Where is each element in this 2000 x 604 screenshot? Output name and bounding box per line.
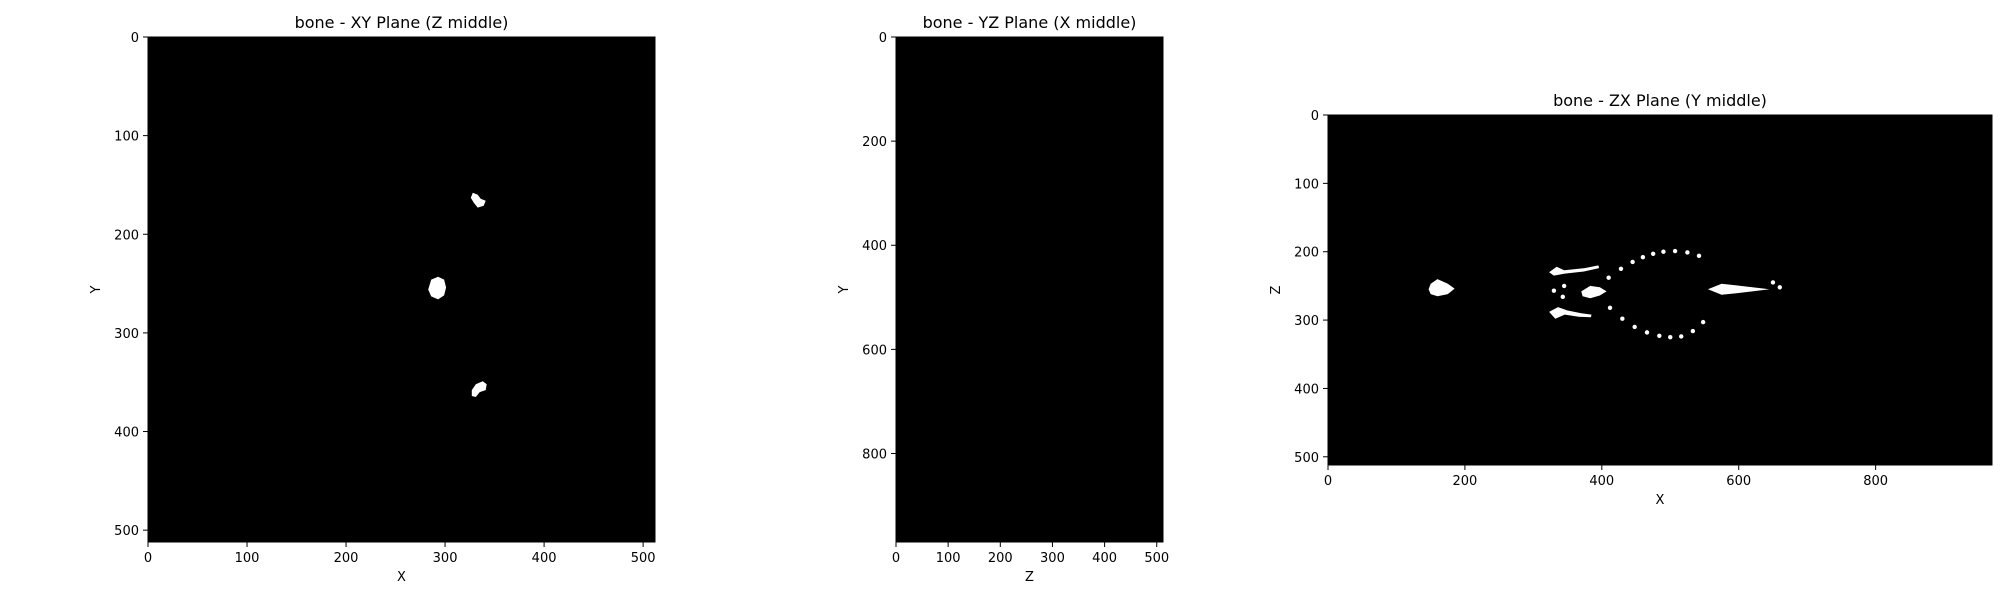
x-tick-label: 100 [235, 551, 260, 566]
chart-title: bone - YZ Plane (X middle) [923, 13, 1137, 32]
mask-dot [1770, 280, 1776, 285]
x-tick-label: 200 [1452, 474, 1477, 489]
panel-1: bone - XY Plane (Z middle) 0 100 200 300 400 5… [89, 13, 656, 585]
y-tick-label: 300 [1294, 314, 1319, 329]
y-axis-label: Y [837, 285, 852, 294]
chart-title: bone - ZX Plane (Y middle) [1553, 91, 1767, 110]
x-tick-label: 200 [988, 551, 1013, 566]
mask-dot [1777, 285, 1782, 290]
x-tick-label: 600 [1726, 474, 1751, 489]
mask-dot [1661, 249, 1666, 254]
mask-region [1707, 283, 1770, 295]
x-tick-label: 400 [1092, 551, 1117, 566]
mask-region [1581, 285, 1607, 299]
mask-dot [1644, 330, 1650, 335]
mask-dot [1561, 283, 1567, 289]
plot-frame [1327, 114, 1993, 466]
mask-dot [1632, 324, 1637, 330]
plot-frame [895, 36, 1164, 543]
x-tick-label: 100 [936, 551, 961, 566]
mask-dot [1679, 334, 1684, 339]
mask-dot [1700, 319, 1706, 325]
x-tick-label: 300 [1040, 551, 1065, 566]
mask-dot [1606, 275, 1611, 280]
x-tick-label: 0 [1324, 474, 1332, 489]
x-tick-label: 500 [1144, 551, 1169, 566]
mask-region [1549, 307, 1592, 319]
mask-region [428, 276, 447, 300]
plot-background [148, 37, 655, 542]
mask-dot [1560, 294, 1565, 300]
y-tick-label: 0 [131, 31, 139, 46]
x-axis-label: Z [1025, 570, 1034, 585]
y-tick-label: 200 [114, 228, 139, 243]
y-tick-label: 300 [114, 327, 139, 342]
mask-dot [1618, 266, 1624, 272]
y-axis-label: Z [1269, 285, 1284, 294]
y-axis-label: Y [89, 285, 104, 294]
y-tick-label: 100 [114, 130, 139, 145]
panel-2: bone - YZ Plane (X middle) 0 100 200 300 400 5… [837, 13, 1169, 585]
x-tick-label: 0 [144, 551, 152, 566]
x-tick-label: 500 [631, 551, 656, 566]
mask-dot [1690, 328, 1696, 334]
x-tick-label: 300 [433, 551, 458, 566]
mask-dot [1620, 316, 1625, 321]
mask-dot [1551, 288, 1557, 293]
mask-dot [1657, 333, 1662, 339]
mask-dot [1696, 253, 1702, 259]
y-tick-label: 400 [114, 426, 139, 441]
y-tick-label: 500 [114, 524, 139, 539]
mask-region [471, 381, 487, 397]
mask-region [1549, 265, 1600, 276]
mask-dot [1640, 254, 1646, 260]
plot-background [1328, 115, 1992, 465]
x-axis-label: X [1656, 493, 1665, 508]
plot-frame [147, 36, 656, 543]
mask-dot [1685, 250, 1690, 255]
y-tick-label: 100 [1294, 177, 1319, 192]
plot-background [896, 37, 1163, 542]
y-tick-label: 200 [862, 135, 887, 150]
mask-dot [1672, 248, 1678, 254]
x-tick-label: 200 [334, 551, 359, 566]
x-axis-label: X [397, 570, 406, 585]
y-tick-label: 0 [1311, 109, 1319, 124]
mask-dot [1607, 305, 1613, 310]
mask-dot [1630, 259, 1635, 265]
mask-dot [1650, 251, 1656, 256]
x-tick-label: 400 [532, 551, 557, 566]
panel-3: bone - ZX Plane (Y middle) 0 200 400 600 800 0… [1269, 91, 1993, 508]
chart-title: bone - XY Plane (Z middle) [295, 13, 509, 32]
y-tick-label: 200 [1294, 246, 1319, 261]
y-tick-label: 500 [1294, 451, 1319, 466]
y-tick-label: 400 [862, 239, 887, 254]
x-tick-label: 0 [892, 551, 900, 566]
y-tick-label: 600 [862, 343, 887, 358]
y-tick-label: 0 [879, 31, 887, 46]
y-tick-label: 400 [1294, 382, 1319, 397]
mask-region [1428, 279, 1455, 297]
x-tick-label: 400 [1589, 474, 1614, 489]
y-tick-label: 800 [862, 447, 887, 462]
mask-dot [1668, 334, 1673, 340]
mask-region [470, 192, 486, 208]
x-tick-label: 800 [1863, 474, 1888, 489]
